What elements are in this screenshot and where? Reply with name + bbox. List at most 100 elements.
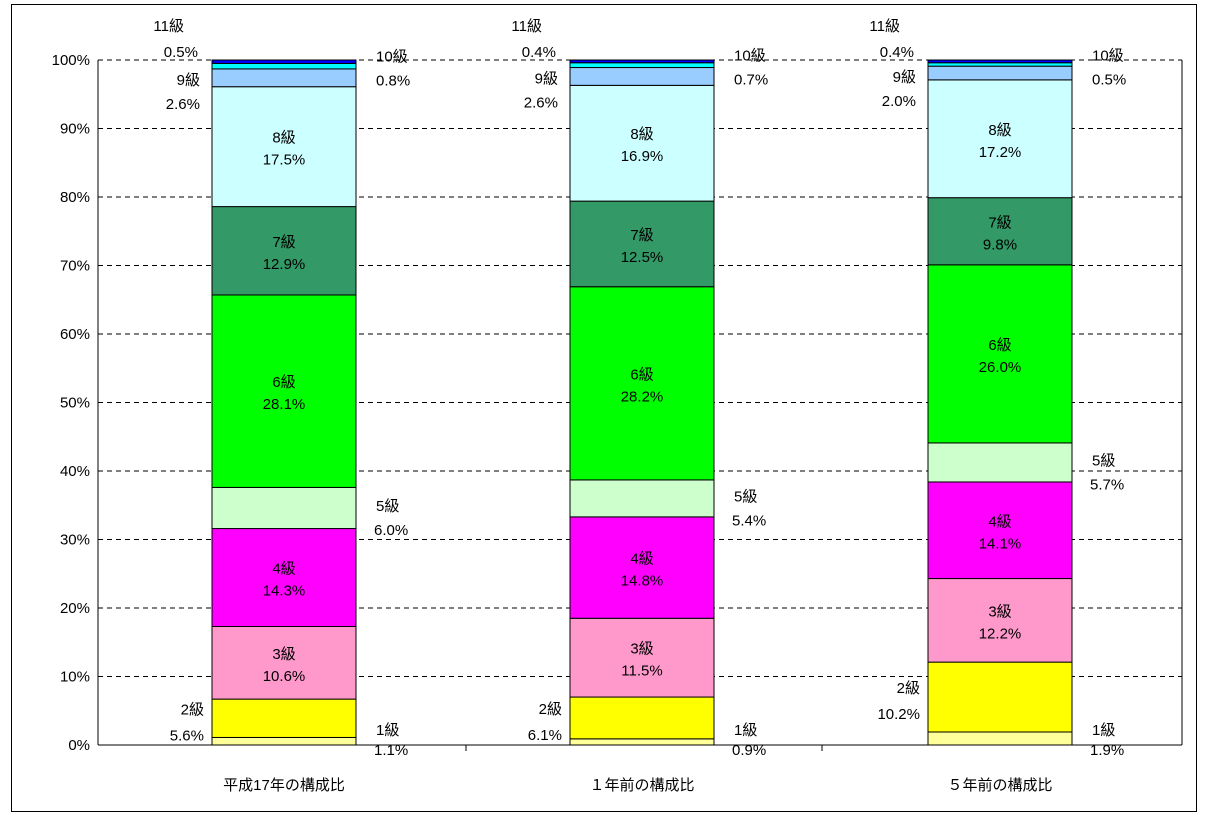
bar-segment [927,62,1073,67]
bar-segment [927,481,1073,580]
segment-name-label: 2級 [539,701,562,718]
segment-value-label: 0.8% [376,72,410,89]
bar-segment [927,65,1073,81]
segment-name-label: 6級 [988,337,1011,354]
segment-value-label: 2.6% [166,96,200,113]
bar-segment [569,84,715,202]
segment-value-label: 28.1% [263,396,306,413]
segment-value-label: 17.2% [979,144,1022,161]
segment-name-label: 11級 [869,18,900,35]
segment-value-label: 26.0% [979,359,1022,376]
chart-frame: 0% 10% 20% 30% 40% 50% 60% 70% 80% 90% 100% 平成17年の構… [11,4,1197,812]
segment-value-label: 0.7% [734,72,768,89]
bar-segment [211,486,357,530]
segment-name-label: 10級 [734,48,766,65]
segment-name-label: 4級 [272,561,295,578]
y-tick-label: 10% [60,669,90,686]
segment-value-label: 14.3% [263,583,306,600]
segment-name-label: 4級 [630,551,653,568]
segment-name-label: 5級 [1092,452,1115,469]
bar-segment [211,736,357,746]
segment-value-label: 5.4% [732,512,766,529]
segment-name-label: 6級 [630,366,653,383]
segment-name-label: 8級 [630,126,653,143]
segment-value-label: 0.4% [880,44,914,61]
segment-name-label: 2級 [897,680,920,697]
x-category-label: 平成17年の構成比 [223,777,345,794]
bar-segment [569,617,715,698]
segment-name-label: 8級 [272,130,295,147]
segment-value-label: 2.0% [882,93,916,110]
y-tick-label: 70% [60,258,90,275]
segment-name-label: 9級 [177,72,200,89]
segment-value-label: 9.8% [983,236,1017,253]
bar-segment [569,696,715,740]
segment-value-label: 5.6% [170,727,204,744]
segment-value-label: 14.8% [621,573,664,590]
bar-segment [569,59,715,64]
segment-name-label: 7級 [988,214,1011,231]
segment-name-label: 3級 [988,603,1011,620]
segment-value-label: 28.2% [621,388,664,405]
segment-value-label: 5.7% [1090,476,1124,493]
segment-value-label: 16.9% [621,148,664,165]
segment-name-label: 1級 [1092,722,1115,739]
bar-segment [211,62,357,70]
y-tick-label: 90% [60,121,90,138]
bar-segment [927,59,1073,64]
segment-name-label: 3級 [272,646,295,663]
y-tick-label: 0% [68,737,90,754]
segment-value-label: 1.9% [1090,742,1124,759]
bar-segment [569,67,715,86]
bar-segment [211,59,357,64]
y-tick-label: 100% [52,52,90,69]
bar-segment [569,479,715,518]
segment-value-label: 10.6% [263,668,306,685]
bar-segment [927,264,1073,444]
segment-name-label: 11級 [153,18,184,35]
bar-segment [569,286,715,481]
segment-value-label: 17.5% [263,152,306,169]
segment-name-label: 7級 [630,227,653,244]
stacked-bar-chart: 0% 10% 20% 30% 40% 50% 60% 70% 80% 90% 100% 平成17年の構… [52,18,1183,794]
segment-value-label: 2.6% [524,95,558,112]
bar-segment [569,738,715,746]
segment-name-label: 4級 [988,513,1011,530]
segment-value-label: 6.0% [374,522,408,539]
bar-segment [211,206,357,296]
segment-value-label: 14.1% [979,535,1022,552]
y-tick-label: 40% [60,463,90,480]
bar-segment [927,442,1073,483]
segment-value-label: 12.2% [979,625,1022,642]
segment-name-label: 11級 [511,18,542,35]
segment-value-label: 12.9% [263,256,306,273]
segment-name-label: 9級 [535,71,558,88]
bar-segment [211,528,357,627]
segment-value-label: 0.4% [522,44,556,61]
bar-segment [211,625,357,700]
bar-segment [927,197,1073,266]
bar-segment [211,86,357,208]
bar-segment [927,578,1073,663]
bar-segment [927,79,1073,199]
segment-name-label: 10級 [1092,48,1124,65]
segment-value-label: 0.5% [1092,72,1126,89]
bar-segment [211,698,357,738]
bar-segment [927,661,1073,733]
bar-segment [211,294,357,488]
segment-name-label: 9級 [893,69,916,86]
segment-value-label: 0.9% [732,742,766,759]
y-tick-label: 80% [60,189,90,206]
segment-value-label: 11.5% [621,663,662,680]
bar-segment [211,68,357,88]
segment-value-label: 6.1% [528,727,562,744]
segment-name-label: 8級 [988,122,1011,139]
segment-name-label: 7級 [272,234,295,251]
segment-name-label: 6級 [272,374,295,391]
y-tick-label: 60% [60,326,90,343]
segment-name-label: 3級 [630,641,653,658]
segment-value-label: 10.2% [877,706,920,723]
bar-segment [569,62,715,69]
segment-value-label: 12.5% [621,249,664,266]
bar-segment [927,731,1073,746]
